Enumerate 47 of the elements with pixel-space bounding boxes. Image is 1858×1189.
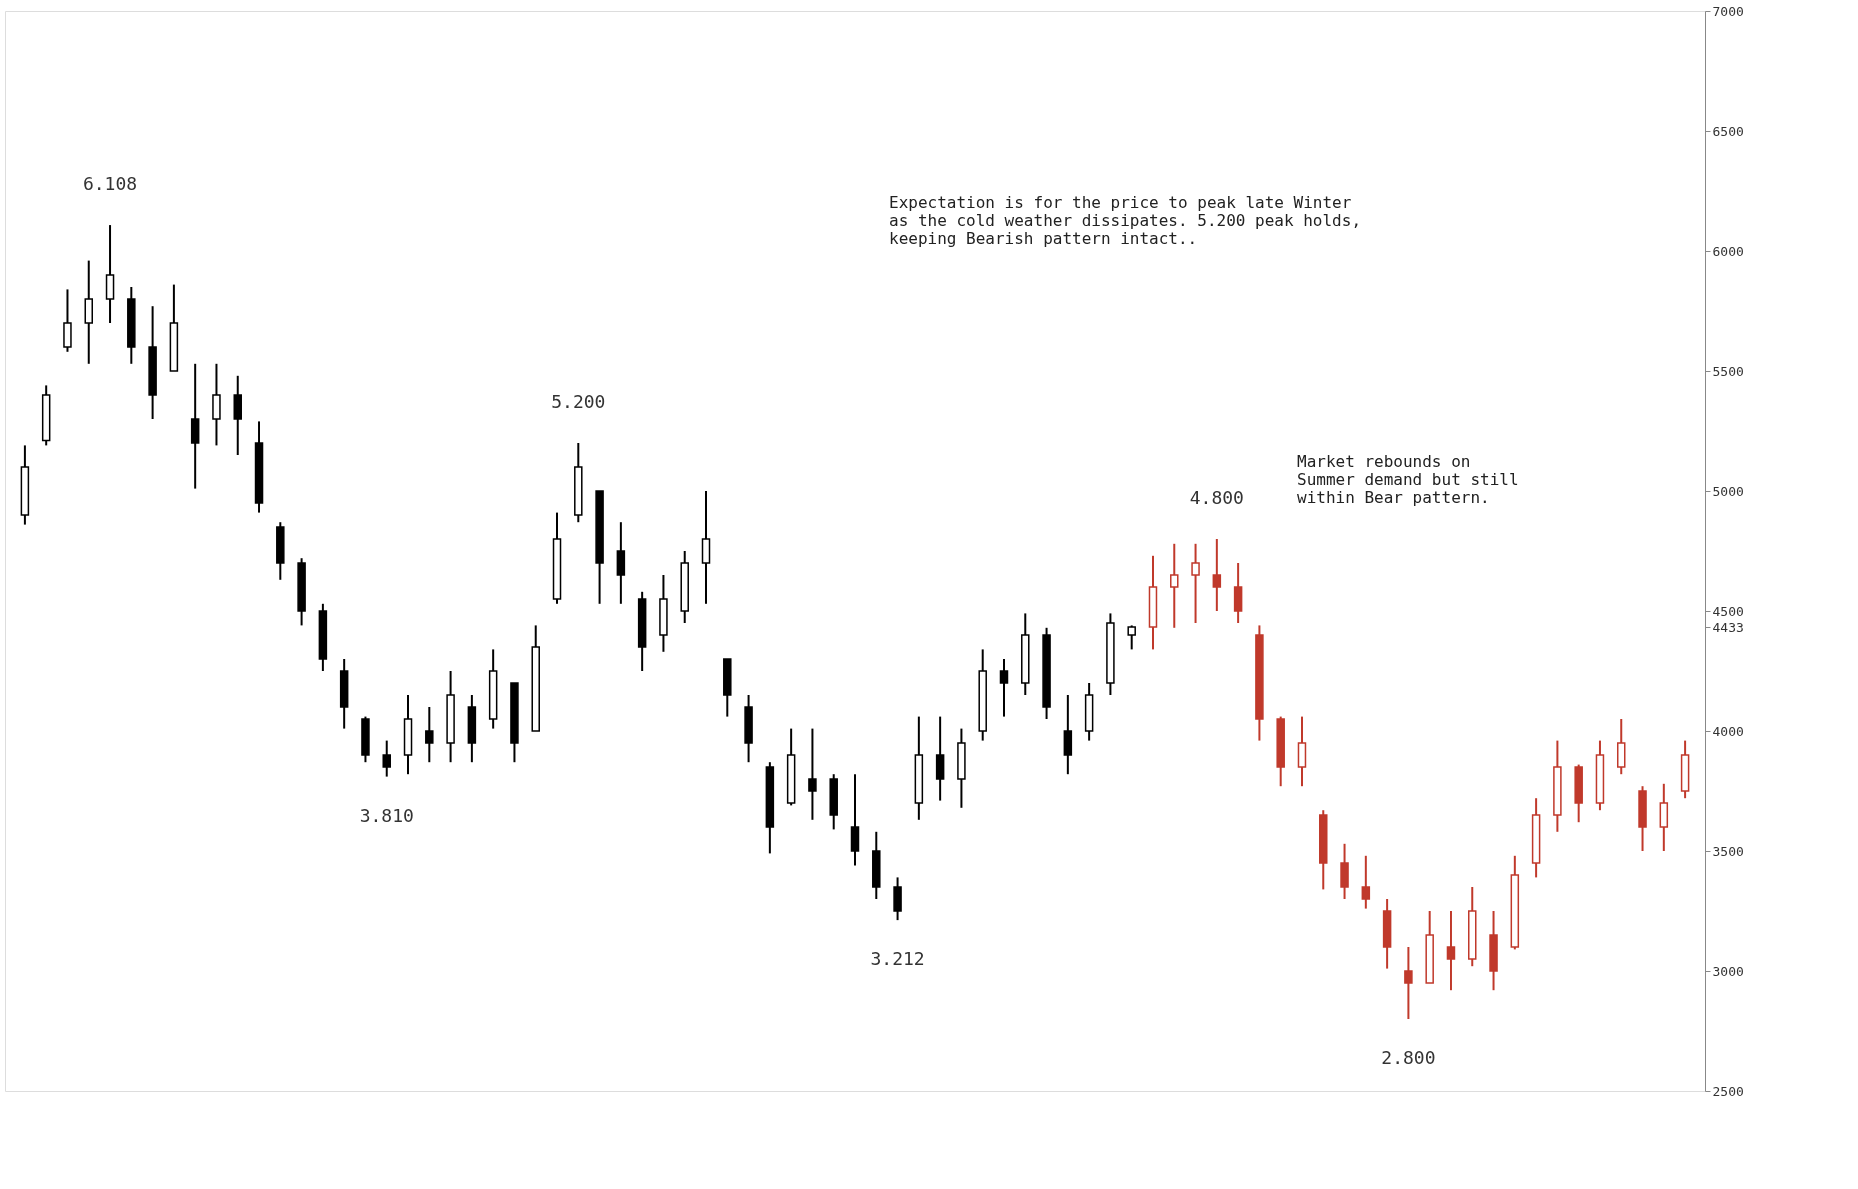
y-tick-label: 6500 bbox=[1712, 123, 1744, 139]
annotation: 2.800 bbox=[1381, 1047, 1436, 1068]
candlestick bbox=[425, 706, 434, 764]
candlestick bbox=[1340, 842, 1349, 900]
candlestick bbox=[1170, 542, 1179, 629]
candlestick bbox=[1212, 538, 1222, 612]
y-tick-label: 7000 bbox=[1712, 3, 1744, 19]
candlestick bbox=[616, 521, 626, 605]
candlestick bbox=[808, 727, 817, 821]
candlestick bbox=[1233, 562, 1243, 624]
y-tick-label: 4433 bbox=[1712, 619, 1744, 635]
y-tick-label: 4500 bbox=[1712, 603, 1744, 619]
candlestick bbox=[190, 362, 200, 490]
annotation: 5.200 bbox=[551, 391, 606, 412]
y-tick-label: 5000 bbox=[1712, 483, 1744, 499]
annotation: 4.800 bbox=[1189, 487, 1244, 508]
candlestick bbox=[84, 259, 93, 365]
y-tick-label: 6000 bbox=[1712, 243, 1744, 259]
y-tick-label: 3500 bbox=[1712, 843, 1744, 859]
candlestick bbox=[1446, 910, 1456, 992]
annotation: 3.810 bbox=[359, 804, 414, 826]
annotation: Market rebounds on Summer demand but still within Bear pattern. bbox=[1297, 451, 1519, 507]
candlestick bbox=[935, 715, 945, 802]
annotation: 3.212 bbox=[870, 948, 925, 970]
annotation: Expectation is for the price to peak late Winter as the cold weather dissipates. 5.200 peak holds, keeping Bearish pattern intact.. bbox=[889, 192, 1362, 248]
candlestick bbox=[1659, 782, 1669, 852]
y-tick-label: 5500 bbox=[1712, 363, 1744, 379]
candlestick bbox=[212, 362, 221, 447]
candlestick bbox=[999, 658, 1009, 718]
candlestick bbox=[382, 739, 391, 778]
candlestick bbox=[893, 876, 902, 922]
candlestick bbox=[1297, 715, 1307, 788]
candlestick bbox=[1191, 542, 1200, 624]
y-tick-label: 3000 bbox=[1712, 963, 1744, 979]
y-tick-label: 4000 bbox=[1712, 723, 1744, 739]
candlestick bbox=[233, 374, 242, 456]
candlestick bbox=[63, 288, 72, 353]
candlestick bbox=[1127, 624, 1136, 651]
candlestick bbox=[105, 224, 115, 324]
candlestick bbox=[850, 773, 860, 867]
candlestick bbox=[701, 490, 711, 605]
y-tick-label: 2500 bbox=[1712, 1083, 1744, 1099]
candlestick bbox=[1361, 854, 1371, 910]
candlestick bbox=[1063, 694, 1073, 776]
candlestick bbox=[1404, 946, 1413, 1020]
candlestick bbox=[1617, 718, 1626, 776]
annotation: 6.108 bbox=[82, 173, 138, 195]
